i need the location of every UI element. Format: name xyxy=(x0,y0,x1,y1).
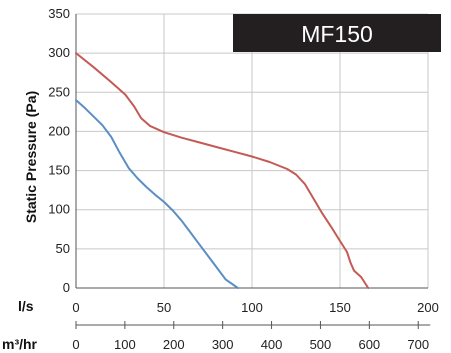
x-tick-label-ls: 100 xyxy=(241,300,263,315)
x-tick-label-m3hr: 200 xyxy=(163,337,185,352)
x-tick-label-m3hr: 500 xyxy=(310,337,332,352)
y-tick-label: 150 xyxy=(48,163,70,178)
y-axis-title: Static Pressure (Pa) xyxy=(23,91,39,223)
y-tick-label: 0 xyxy=(63,280,70,295)
x-tick-label-m3hr: 400 xyxy=(261,337,283,352)
curves xyxy=(75,52,370,289)
x-axis-title-m3hr: m³/hr xyxy=(2,336,38,352)
model-badge xyxy=(233,14,441,52)
series-line-1 xyxy=(75,52,370,289)
y-tick-label: 200 xyxy=(48,123,70,138)
y-tick-label: 250 xyxy=(48,84,70,99)
x-axis-title-ls: l/s xyxy=(18,298,34,314)
plot-frame xyxy=(75,14,428,289)
y-tick-label: 50 xyxy=(56,241,70,256)
x-tick-label-m3hr: 0 xyxy=(72,337,79,352)
x-axis-m3hr: 0 100 200 300 400 500 600 700 xyxy=(72,321,431,352)
series-line-2 xyxy=(75,99,239,289)
y-tick-labels: 0 50 100 150 200 250 300 350 xyxy=(48,6,70,295)
x-tick-label-ls: 200 xyxy=(417,300,439,315)
y-tick-label: 350 xyxy=(48,6,70,21)
x-tick-label-ls: 150 xyxy=(329,300,351,315)
x-tick-label-ls: 50 xyxy=(157,300,171,315)
grid-lines xyxy=(75,13,429,289)
x-tick-label-m3hr: 300 xyxy=(212,337,234,352)
chart-title: MF150 xyxy=(301,21,373,47)
x-tick-label-m3hr: 100 xyxy=(114,337,136,352)
x-tick-label-m3hr: 600 xyxy=(358,337,380,352)
y-tick-label: 100 xyxy=(48,202,70,217)
y-tick-label: 300 xyxy=(48,45,70,60)
x-tick-label-ls: 0 xyxy=(72,300,79,315)
x-axis-ls: 0 50 100 150 200 xyxy=(72,300,438,315)
x-tick-label-m3hr: 700 xyxy=(407,337,429,352)
